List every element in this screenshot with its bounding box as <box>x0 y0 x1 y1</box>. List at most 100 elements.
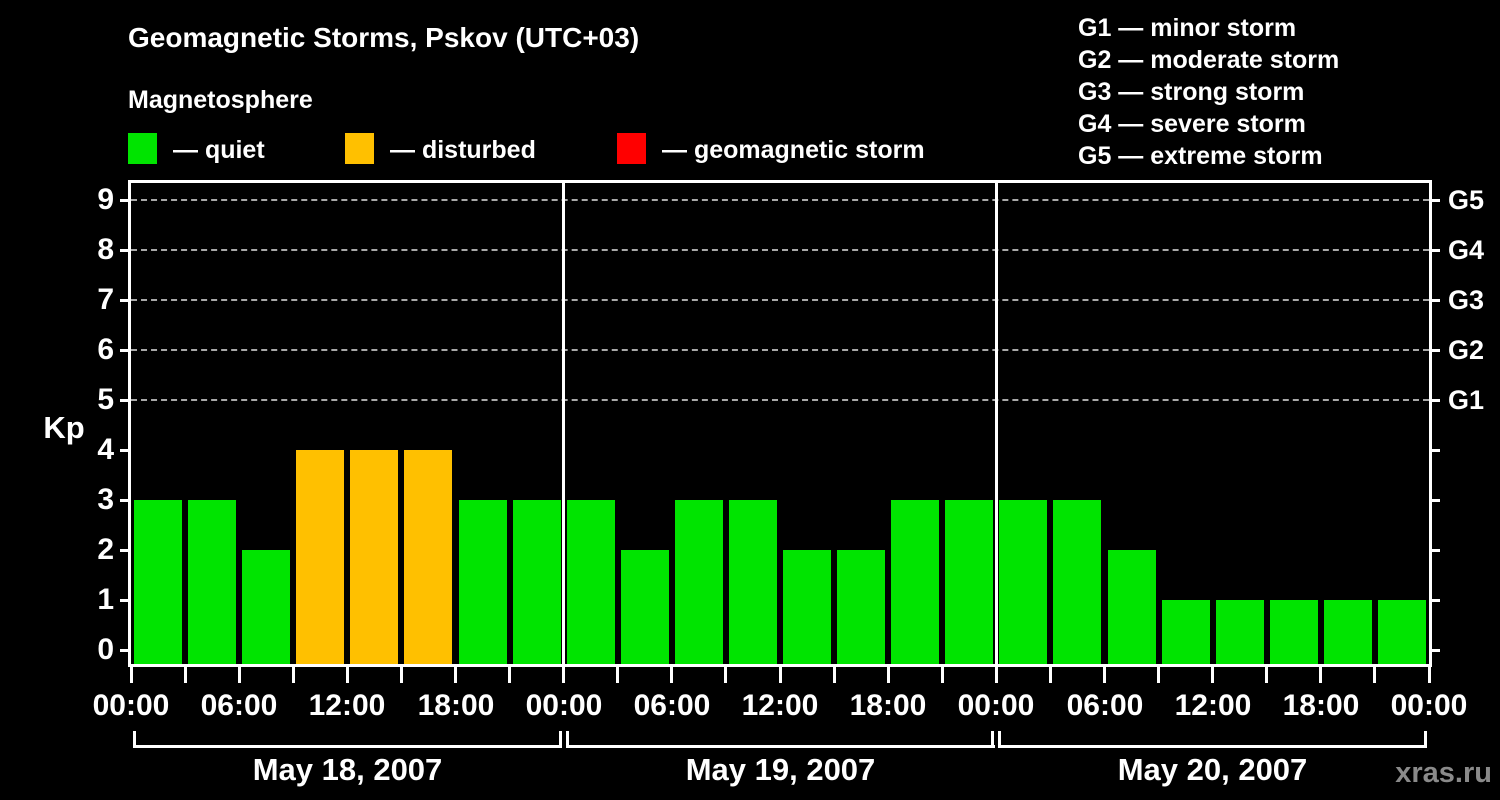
g1-legend-line: G1 — minor storm <box>1078 14 1297 42</box>
y-axis-label: 6 <box>97 333 114 366</box>
storm-scale-legend: G1 — minor storm G2 — moderate storm G3 … <box>1078 12 1339 172</box>
kp-bar <box>404 450 452 664</box>
kp-bar <box>729 500 777 664</box>
g-scale-label: G4 <box>1448 235 1485 265</box>
x-axis-time-label: 00:00 <box>525 689 603 722</box>
x-axis-tick <box>616 667 619 683</box>
x-axis-tick <box>130 667 133 683</box>
x-axis-time-label: 18:00 <box>849 689 927 722</box>
date-bracket-end <box>559 731 562 748</box>
x-axis-time-label: 18:00 <box>417 689 495 722</box>
legend-label-disturbed: — disturbed <box>390 136 536 164</box>
date-label: May 20, 2007 <box>1117 752 1308 787</box>
y-axis-label: 2 <box>97 533 114 566</box>
x-axis-tick <box>941 667 944 683</box>
date-bracket-start <box>998 731 1001 748</box>
g-scale-label: G5 <box>1448 185 1485 215</box>
date-bracket <box>566 745 995 748</box>
plot-area <box>128 180 1432 667</box>
kp-bar <box>891 500 939 664</box>
day-separator-line <box>995 183 998 664</box>
g-scale-label: G1 <box>1448 385 1485 415</box>
g5-legend-line: G5 — extreme storm <box>1078 142 1323 170</box>
date-label: May 18, 2007 <box>252 752 443 787</box>
x-axis-tick <box>292 667 295 683</box>
g2-legend-line: G2 — moderate storm <box>1078 46 1340 74</box>
kp-bar <box>999 500 1047 664</box>
y-axis-label: 8 <box>97 233 114 266</box>
kp-bar <box>1378 600 1426 664</box>
y-axis-label: 1 <box>97 583 114 616</box>
date-bracket-end <box>1424 731 1427 748</box>
kp-bar <box>783 550 831 664</box>
watermark: xras.ru <box>1395 757 1492 789</box>
gridline-kp-8 <box>131 249 1429 251</box>
x-axis-tick <box>1373 667 1376 683</box>
x-axis-time-label: 12:00 <box>308 689 386 722</box>
x-axis-time-label: 12:00 <box>1174 689 1252 722</box>
x-axis-time-label: 06:00 <box>633 689 711 722</box>
date-bracket-end <box>991 731 994 748</box>
x-axis-tick <box>238 667 241 683</box>
x-axis-tick <box>1211 667 1214 683</box>
x-axis-tick <box>887 667 890 683</box>
day-separator-line <box>562 183 565 664</box>
kp-bar <box>513 500 561 664</box>
kp-bar <box>1162 600 1210 664</box>
kp-bar <box>675 500 723 664</box>
x-axis-time-label: 00:00 <box>92 689 170 722</box>
gridline-kp-5 <box>131 399 1429 401</box>
y-axis-label: 0 <box>97 633 114 666</box>
kp-bar <box>621 550 669 664</box>
x-axis-tick <box>1049 667 1052 683</box>
x-axis-time-label: 00:00 <box>1390 689 1468 722</box>
g4-legend-line: G4 — severe storm <box>1078 110 1306 138</box>
g-scale-label: G3 <box>1448 285 1485 315</box>
x-axis-tick <box>1157 667 1160 683</box>
x-axis-tick <box>562 667 565 683</box>
x-axis-tick <box>1428 667 1431 683</box>
kp-bar <box>1108 550 1156 664</box>
x-axis-tick <box>400 667 403 683</box>
x-axis-tick <box>995 667 998 683</box>
kp-bar <box>242 550 290 664</box>
kp-bar <box>1053 500 1101 664</box>
y-axis-label: 9 <box>97 183 114 216</box>
kp-bar <box>350 450 398 664</box>
date-bracket <box>133 745 562 748</box>
y-axis-title: Kp <box>43 410 85 445</box>
x-axis-tick <box>454 667 457 683</box>
date-bracket-start <box>566 731 569 748</box>
x-axis-tick <box>508 667 511 683</box>
kp-bar <box>1324 600 1372 664</box>
kp-bar <box>134 500 182 664</box>
gridline-kp-7 <box>131 299 1429 301</box>
x-axis-time-label: 06:00 <box>200 689 278 722</box>
x-axis-tick <box>1103 667 1106 683</box>
g3-legend-line: G3 — strong storm <box>1078 78 1305 106</box>
date-bracket <box>998 745 1427 748</box>
x-axis-tick <box>724 667 727 683</box>
x-axis-tick <box>1265 667 1268 683</box>
y-axis-label: 3 <box>97 483 114 516</box>
x-axis-time-label: 00:00 <box>957 689 1035 722</box>
x-axis-time-label: 06:00 <box>1066 689 1144 722</box>
magnetosphere-label: Magnetosphere <box>128 86 313 114</box>
x-axis-time-label: 18:00 <box>1282 689 1360 722</box>
gridline-kp-9 <box>131 199 1429 201</box>
kp-bar <box>1216 600 1264 664</box>
x-axis-time-label: 12:00 <box>741 689 819 722</box>
kp-bar <box>459 500 507 664</box>
kp-bar <box>296 450 344 664</box>
x-axis-tick <box>779 667 782 683</box>
gridline-kp-6 <box>131 349 1429 351</box>
kp-bar <box>567 500 615 664</box>
legend-label-quiet: — quiet <box>173 136 265 164</box>
x-axis-tick <box>833 667 836 683</box>
geomagnetic-storm-color-swatch <box>617 133 646 164</box>
page-title: Geomagnetic Storms, Pskov (UTC+03) <box>128 22 640 53</box>
x-axis-tick <box>670 667 673 683</box>
x-axis-tick <box>1319 667 1322 683</box>
legend-label-geomagnetic-storm: — geomagnetic storm <box>662 136 925 164</box>
